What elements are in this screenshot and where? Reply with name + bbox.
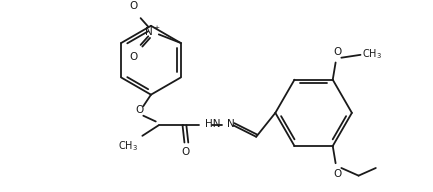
Text: O: O (136, 105, 144, 115)
Text: N: N (226, 119, 234, 129)
Text: O: O (130, 52, 138, 62)
Text: HN: HN (204, 119, 220, 129)
Text: N$^+$: N$^+$ (144, 25, 160, 38)
Text: O: O (333, 169, 342, 179)
Text: O: O (130, 2, 138, 12)
Text: O: O (181, 147, 190, 157)
Text: O: O (333, 47, 342, 57)
Text: CH$_3$: CH$_3$ (118, 140, 138, 153)
Text: CH$_3$: CH$_3$ (362, 47, 382, 61)
